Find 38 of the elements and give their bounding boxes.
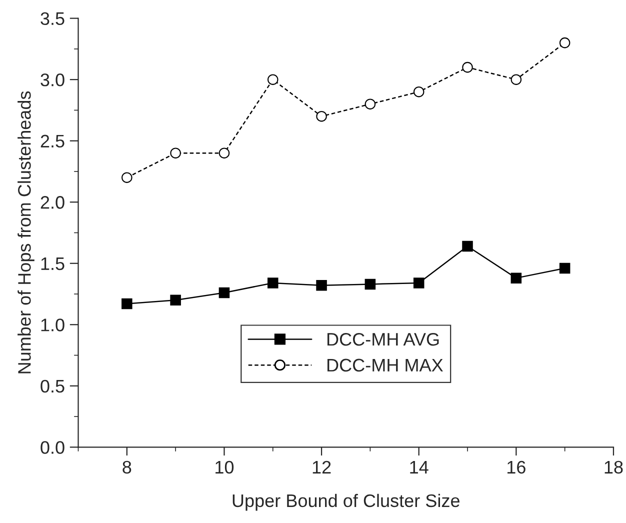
point — [510, 272, 522, 284]
x-tick-label: 12 — [312, 460, 331, 474]
point — [170, 294, 181, 306]
y-tick-label: 2.0 — [40, 196, 64, 209]
x-tick-label: 8 — [122, 460, 132, 474]
point — [559, 37, 570, 48]
y-tick-label: 0.0 — [40, 441, 64, 454]
point — [364, 278, 376, 290]
y-axis-title: Number of Hops from Clusterheads — [18, 91, 34, 374]
x-tick-label: 18 — [604, 460, 623, 474]
point — [364, 98, 376, 110]
point — [268, 74, 278, 85]
x-tick-label: 16 — [508, 460, 526, 474]
y-tick-label: 2.5 — [40, 134, 64, 148]
legend-label: DCC-MH MAX — [327, 358, 443, 372]
point — [510, 74, 522, 85]
y-tick-label: 0.5 — [40, 380, 64, 393]
y-tick-label: 3.5 — [40, 12, 64, 26]
point — [462, 62, 473, 73]
point — [170, 148, 181, 158]
point — [316, 110, 327, 122]
point — [462, 240, 473, 252]
y-tick-label: 3.0 — [40, 74, 64, 86]
point — [413, 86, 424, 98]
y-tick-label: 1.5 — [41, 257, 64, 270]
point — [559, 262, 570, 274]
point — [316, 280, 327, 291]
point — [122, 172, 132, 183]
point — [413, 278, 424, 288]
legend-label: DCC-MH AVG — [327, 332, 439, 346]
point — [268, 278, 278, 288]
x-tick-label: 14 — [410, 461, 428, 474]
y-tick-label: 1.0 — [41, 318, 64, 332]
point — [218, 287, 230, 298]
x-tick-label: 10 — [216, 460, 234, 474]
point — [122, 298, 132, 310]
point — [218, 148, 230, 158]
x-axis-title: Upper Bound of Cluster Size — [232, 494, 460, 511]
